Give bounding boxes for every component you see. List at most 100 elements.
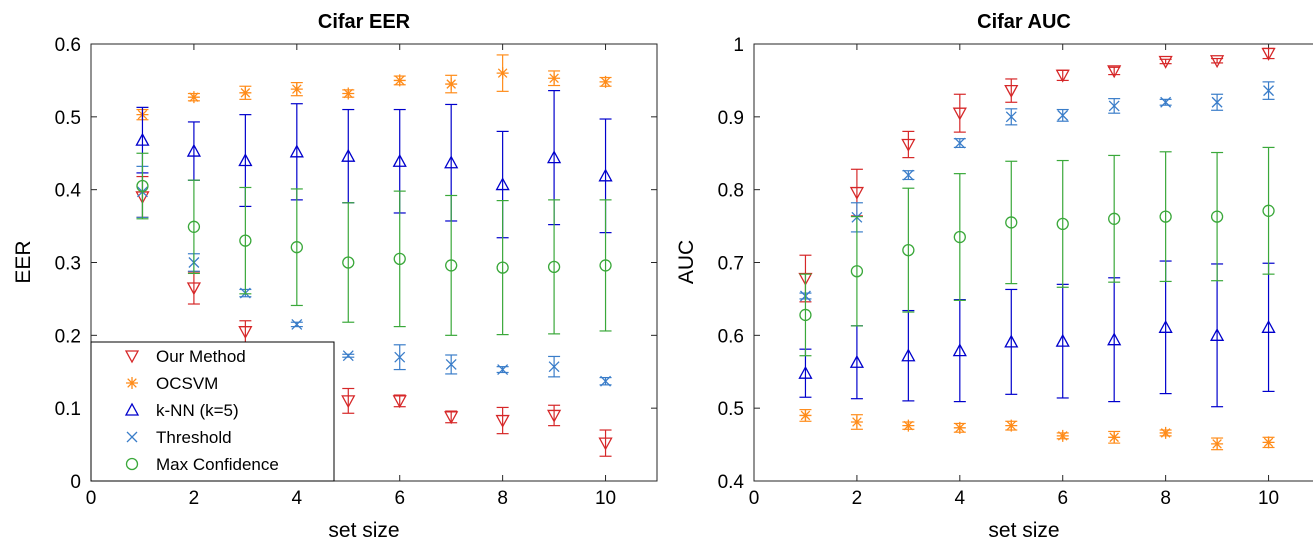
data-point [953,230,966,244]
error-bar [953,93,966,133]
data-point [901,138,916,152]
error-bar [850,325,863,400]
x-tick-label: 10 [595,488,616,509]
data-point [850,265,864,278]
x-tick-label: 0 [86,488,97,509]
error-bar [187,179,200,275]
error-bar [342,108,355,204]
y-tick-label: 0 [70,472,81,493]
data-point [1209,327,1225,341]
data-point [798,272,813,286]
error-bar [187,271,200,305]
error-bar [496,406,509,435]
error-bar [496,199,509,336]
data-point [239,234,252,247]
data-point [1211,96,1223,108]
data-point [548,72,561,85]
series-max-confidence [799,146,1275,357]
data-point [1005,216,1018,229]
error-bar [290,103,303,201]
data-point [1261,47,1276,61]
data-point [392,395,407,409]
data-point [548,361,560,373]
data-point [290,83,303,96]
legend-marker-circle-icon [125,457,139,471]
data-point [1057,109,1069,121]
series-knn [135,90,613,239]
data-point [392,153,407,167]
data-point [1056,429,1069,442]
data-point [342,350,354,362]
data-point [1107,332,1122,346]
data-point [1004,334,1019,348]
y-axis-label: AUC [675,240,698,284]
data-point [291,318,303,330]
y-tick-label: 0.5 [55,108,81,129]
y-tick-label: 0.3 [55,254,81,275]
error-bar [342,387,355,414]
data-point [1159,426,1172,439]
data-point [393,74,406,87]
data-point [445,259,458,272]
series-ocsvm [799,409,1275,451]
error-bar [187,121,200,181]
data-point [1107,65,1122,79]
series-knn [798,260,1276,408]
data-point [289,144,304,158]
x-tick-label: 6 [1057,488,1068,509]
data-point [1158,55,1173,69]
data-point [546,409,562,423]
legend-label: OCSVM [156,374,218,393]
data-point [186,143,202,157]
y-tick-label: 0.1 [55,399,81,420]
data-point [1263,85,1275,97]
error-bar [1056,69,1069,82]
x-tick-label: 2 [189,488,200,509]
data-point [1055,333,1070,347]
y-tick-label: 0.4 [55,181,82,202]
data-point [799,308,812,322]
error-bar [1211,263,1224,408]
data-point [1108,100,1120,112]
data-point [186,282,202,296]
y-tick-label: 0.4 [718,472,745,493]
series-threshold [799,81,1275,302]
data-point [445,359,457,370]
data-point [954,137,966,149]
data-point [1211,437,1224,450]
data-point [953,421,966,434]
y-axis-label: EER [12,240,35,283]
data-point [1160,96,1172,108]
legend-label: Threshold [156,428,232,447]
error-bar [239,186,252,295]
x-tick-label: 2 [852,488,863,509]
data-point [394,351,406,363]
error-bar [393,190,406,328]
error-bar [1056,283,1069,399]
legend-entry-ocsvm: OCSVM [126,374,218,393]
eer-chart: Cifar EER set size EER 0 2 4 6 8 10 0 0.1 0.2 0.3… [12,11,658,542]
x-tick-label: 0 [749,488,760,509]
data-point [1005,419,1018,432]
data-point [496,67,509,80]
error-bar [1108,154,1121,283]
data-point [238,153,253,167]
data-point [902,243,915,257]
data-point [495,414,510,428]
y-tick-label: 0.5 [718,399,744,420]
data-point [600,375,612,387]
data-point [135,132,150,146]
legend-label: Our Method [156,347,246,366]
data-point [444,411,459,425]
error-bar [1005,78,1018,103]
error-bar [1005,288,1018,395]
error-bar [393,394,406,408]
data-point [1004,84,1019,98]
plot-area: 0 2 4 6 8 10 0 0.1 0.2 0.3 0.4 0.5 0.6 [55,35,658,509]
x-tick-label: 10 [1258,488,1279,509]
y-tick-label: 0.9 [718,108,744,129]
error-bar [1108,277,1121,403]
error-bar [1005,160,1018,285]
x-tick-label: 8 [1160,488,1171,509]
legend-box [90,341,335,482]
